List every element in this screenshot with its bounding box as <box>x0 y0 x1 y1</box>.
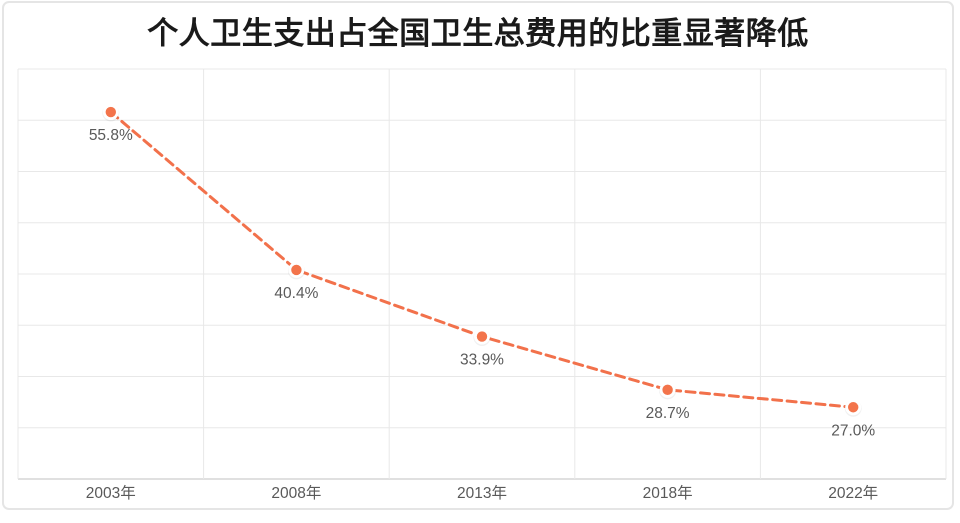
data-label: 33.9% <box>460 352 504 369</box>
data-label: 27.0% <box>831 422 875 439</box>
data-label: 28.7% <box>646 405 690 422</box>
x-axis-label: 2013年 <box>457 484 507 502</box>
x-axis-label: 2008年 <box>271 484 321 502</box>
x-axis-label: 2018年 <box>643 484 693 502</box>
line-chart: 55.8% 40.4% 33.9% 28.7% 27.0% 2003年 2008年 2013年… <box>17 68 947 502</box>
x-axis-label: 2022年 <box>828 484 878 502</box>
data-label: 55.8% <box>89 127 133 144</box>
data-point-marker <box>291 264 302 276</box>
chart-card: 个人卫生支出占全国卫生总费用的比重显著降低 55.8% 40.4% 33.9% 28.… <box>2 1 954 510</box>
data-label: 40.4% <box>274 285 318 302</box>
data-point-marker <box>476 331 488 342</box>
x-axis-label: 2003年 <box>86 484 136 502</box>
data-point-marker <box>662 384 673 396</box>
data-point-marker <box>848 402 859 413</box>
data-point-marker <box>105 106 117 118</box>
chart-title: 个人卫生支出占全国卫生总费用的比重显著降低 <box>147 16 809 51</box>
